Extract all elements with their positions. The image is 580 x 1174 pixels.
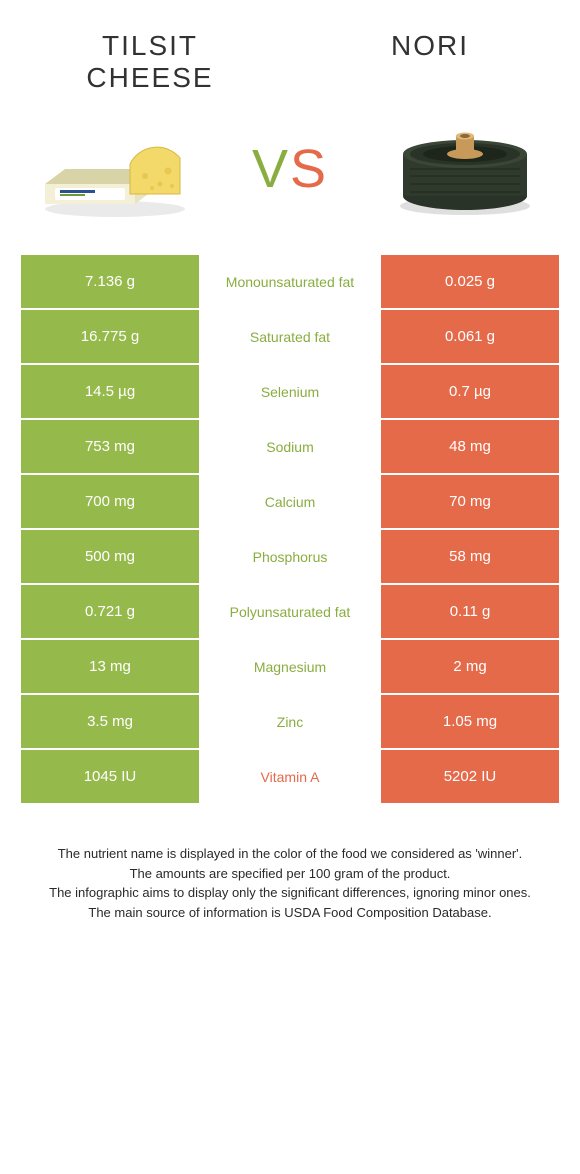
right-value-cell: 70 mg (380, 474, 560, 529)
right-value-cell: 0.7 µg (380, 364, 560, 419)
right-value-cell: 58 mg (380, 529, 560, 584)
table-row: 7.136 gMonounsaturated fat0.025 g (20, 254, 560, 309)
left-value-cell: 7.136 g (20, 254, 200, 309)
footnote-line: The infographic aims to display only the… (30, 883, 550, 903)
left-value-cell: 500 mg (20, 529, 200, 584)
right-value-cell: 1.05 mg (380, 694, 560, 749)
right-value-cell: 2 mg (380, 639, 560, 694)
nutrient-label-cell: Selenium (200, 364, 380, 419)
header: Tilsit cheese Nori (0, 0, 580, 104)
footnote-line: The amounts are specified per 100 gram o… (30, 864, 550, 884)
right-value-cell: 0.11 g (380, 584, 560, 639)
table-row: 3.5 mgZinc1.05 mg (20, 694, 560, 749)
nutrient-label-cell: Magnesium (200, 639, 380, 694)
table-row: 1045 IUVitamin A5202 IU (20, 749, 560, 804)
nutrient-label-cell: Zinc (200, 694, 380, 749)
right-value-cell: 48 mg (380, 419, 560, 474)
left-value-cell: 3.5 mg (20, 694, 200, 749)
footnote-line: The nutrient name is displayed in the co… (30, 844, 550, 864)
nutrient-label-cell: Sodium (200, 419, 380, 474)
footnotes: The nutrient name is displayed in the co… (0, 804, 580, 922)
left-value-cell: 0.721 g (20, 584, 200, 639)
vs-letter-s: S (290, 139, 328, 199)
table-row: 700 mgCalcium70 mg (20, 474, 560, 529)
left-value-cell: 14.5 µg (20, 364, 200, 419)
left-value-cell: 16.775 g (20, 309, 200, 364)
right-food-title: Nori (340, 30, 520, 94)
vs-letter-v: V (252, 139, 290, 199)
table-row: 14.5 µgSelenium0.7 µg (20, 364, 560, 419)
table-row: 500 mgPhosphorus58 mg (20, 529, 560, 584)
left-food-title: Tilsit cheese (60, 30, 240, 94)
vs-row: VS (0, 104, 580, 254)
vs-badge: VS (252, 138, 328, 200)
nutrient-label-cell: Saturated fat (200, 309, 380, 364)
footnote-line: The main source of information is USDA F… (30, 903, 550, 923)
table-row: 13 mgMagnesium2 mg (20, 639, 560, 694)
left-food-image (30, 114, 200, 224)
table-row: 16.775 gSaturated fat0.061 g (20, 309, 560, 364)
left-value-cell: 700 mg (20, 474, 200, 529)
right-value-cell: 5202 IU (380, 749, 560, 804)
nutrient-table: 7.136 gMonounsaturated fat0.025 g16.775 … (20, 254, 560, 804)
nutrient-label-cell: Calcium (200, 474, 380, 529)
nutrient-label-cell: Phosphorus (200, 529, 380, 584)
nutrient-label-cell: Polyunsaturated fat (200, 584, 380, 639)
right-food-image (380, 114, 550, 224)
left-value-cell: 1045 IU (20, 749, 200, 804)
left-value-cell: 13 mg (20, 639, 200, 694)
nutrient-label-cell: Vitamin A (200, 749, 380, 804)
right-value-cell: 0.061 g (380, 309, 560, 364)
right-value-cell: 0.025 g (380, 254, 560, 309)
table-row: 753 mgSodium48 mg (20, 419, 560, 474)
left-value-cell: 753 mg (20, 419, 200, 474)
table-row: 0.721 gPolyunsaturated fat0.11 g (20, 584, 560, 639)
nutrient-label-cell: Monounsaturated fat (200, 254, 380, 309)
